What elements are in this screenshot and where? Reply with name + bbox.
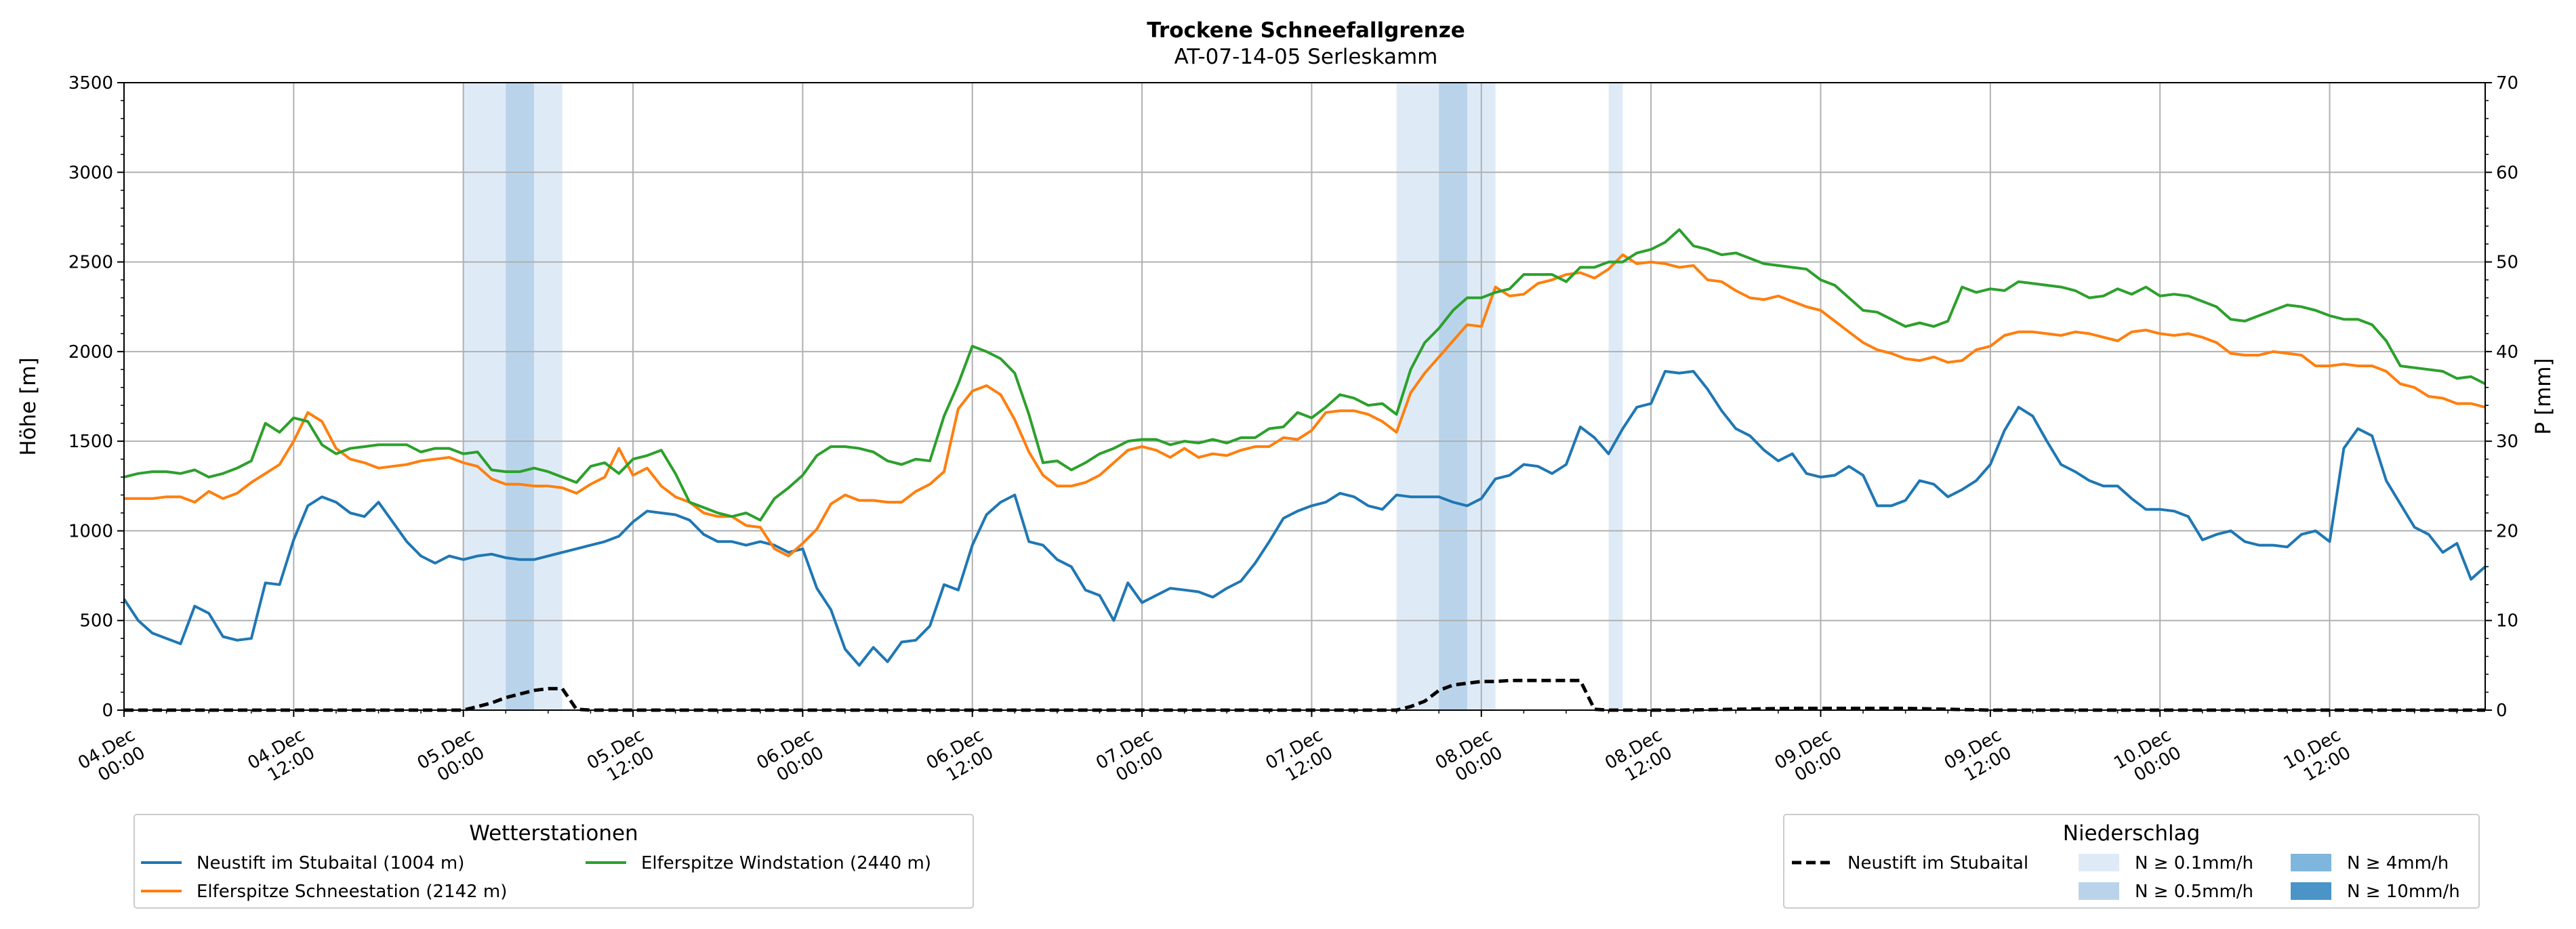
x-tick-label: 06.Dec00:00 <box>753 725 827 791</box>
series-lines <box>123 228 2487 712</box>
legend-stations: Wetterstationen Neustift im Stubaital (1… <box>134 814 974 909</box>
x-tick-label: 09.Dec12:00 <box>1941 725 2015 791</box>
y2-tick-label: 40 <box>2496 342 2518 363</box>
legend-label-precip: Neustift im Stubaital <box>1847 853 2028 873</box>
precip-band-1 <box>506 83 535 710</box>
y2-tick-label: 0 <box>2496 701 2508 721</box>
legend-swatch-10 <box>2291 882 2331 900</box>
x-tick-label: 07.Dec00:00 <box>1092 725 1166 791</box>
precip-line <box>124 678 2485 712</box>
x-tick-label: 08.Dec00:00 <box>1432 725 1506 791</box>
y2-axis-ticks: 0 10 20 30 40 50 60 70 <box>2485 73 2518 721</box>
y2-tick-label: 20 <box>2496 521 2518 541</box>
x-tick-label: 08.Dec12:00 <box>1601 725 1675 791</box>
y-axis-ticks: 0 500 1000 1500 2000 2500 3000 3500 <box>68 73 124 721</box>
legend-label-4: N ≥ 4mm/h <box>2347 853 2449 873</box>
y-tick-label: 1500 <box>68 432 113 452</box>
y2-tick-label: 70 <box>2496 73 2518 94</box>
legend-label-10: N ≥ 10mm/h <box>2347 882 2460 902</box>
x-tick-label: 06.Dec12:00 <box>923 725 997 791</box>
legend-precipitation: Niederschlag Neustift im Stubaital N ≥ 0… <box>1783 814 2480 909</box>
plot-frame <box>123 82 2486 711</box>
precipitation-bands <box>463 83 1623 710</box>
x-tick-label: 04.Dec00:00 <box>75 725 148 791</box>
y-tick-label: 2000 <box>68 342 113 363</box>
y-tick-label: 1000 <box>68 521 113 541</box>
grid-lines <box>124 83 2485 710</box>
series-line-0 <box>123 370 2487 667</box>
x-axis-ticks: 04.Dec00:00 04.Dec12:00 05.Dec00:00 05.Dec1… <box>75 710 2458 791</box>
y2-tick-label: 60 <box>2496 163 2518 183</box>
legend-stations-title: Wetterstationen <box>469 821 638 846</box>
x-tick-label: 05.Dec12:00 <box>584 725 657 791</box>
x-tick-label: 05.Dec00:00 <box>414 725 488 791</box>
y-tick-label: 2500 <box>68 253 113 273</box>
series-line-1 <box>124 253 2486 558</box>
y2-tick-label: 50 <box>2496 253 2518 273</box>
legend-label-neustift: Neustift im Stubaital (1004 m) <box>197 853 464 873</box>
x-tick-label: 10.Dec12:00 <box>2281 725 2354 791</box>
y-axis-label: Höhe [m] <box>16 357 41 455</box>
chart-title: Trockene Schneefallgrenze <box>1147 18 1465 43</box>
y-tick-label: 3500 <box>68 73 113 94</box>
legend-swatch-05 <box>2079 882 2119 900</box>
y-tick-label: 0 <box>102 701 113 721</box>
chart-subtitle: AT-07-14-05 Serleskamm <box>1174 45 1438 69</box>
legend-label-windstation: Elferspitze Windstation (2440 m) <box>641 853 931 873</box>
series-line-2 <box>123 228 2486 522</box>
y-tick-label: 3000 <box>68 163 113 183</box>
legend-swatch-4 <box>2291 854 2331 871</box>
precip-band-3 <box>1439 83 1467 710</box>
legend-label-05: N ≥ 0.5mm/h <box>2135 882 2253 902</box>
y2-tick-label: 10 <box>2496 611 2518 632</box>
x-tick-label: 09.Dec00:00 <box>1772 725 1845 791</box>
x-tick-label: 10.Dec00:00 <box>2110 725 2184 791</box>
y2-axis-label: P [mm] <box>2531 358 2556 434</box>
x-tick-label: 07.Dec12:00 <box>1263 725 1336 791</box>
precip-band-4 <box>1608 83 1623 710</box>
legend-label-01: N ≥ 0.1mm/h <box>2135 853 2253 873</box>
x-tick-label: 04.Dec12:00 <box>244 725 318 791</box>
legend-label-schneestation: Elferspitze Schneestation (2142 m) <box>197 882 507 902</box>
y2-tick-label: 30 <box>2496 432 2518 452</box>
legend-precip-title: Niederschlag <box>2063 821 2201 846</box>
legend-swatch-01 <box>2079 854 2119 871</box>
y-tick-label: 500 <box>79 611 113 632</box>
